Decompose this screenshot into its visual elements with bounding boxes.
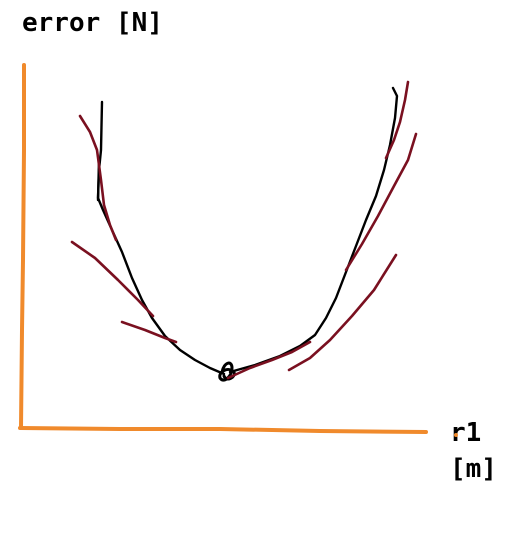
tangent-line-right-low (287, 253, 398, 372)
tangent-line-left-top (78, 114, 118, 242)
x-axis-line (18, 426, 428, 434)
tangent-line-left-mid (70, 240, 155, 318)
curve-right-branch (228, 86, 399, 374)
tangent-line-left-bottom (120, 320, 178, 344)
axes (18, 63, 458, 437)
curve-left-branch (96, 100, 226, 376)
x-axis-label-name: r1 (450, 418, 482, 448)
tangent-line-right-mid (344, 132, 418, 272)
y-axis-label: error [N] (22, 8, 163, 38)
y-axis-line (19, 63, 26, 430)
tangent-line-right-top (384, 80, 410, 160)
tangent-lines (70, 80, 418, 380)
tangent-line-minimum (226, 340, 312, 380)
x-axis-label-unit: [m] (450, 454, 497, 484)
error-curve (96, 86, 399, 382)
axis-dot (454, 433, 458, 437)
